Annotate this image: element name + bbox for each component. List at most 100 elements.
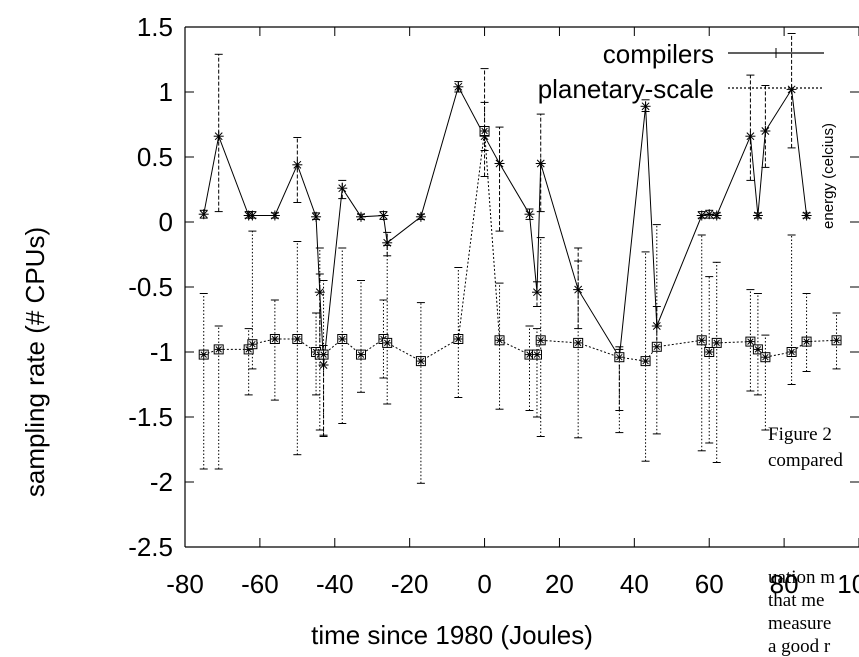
marker-stroke xyxy=(214,132,223,141)
marker-asterisk xyxy=(746,337,755,346)
marker-asterisk xyxy=(338,335,347,343)
marker-stroke xyxy=(802,211,811,220)
y-tick-label: -2.5 xyxy=(128,532,173,562)
plot-frame xyxy=(184,26,859,548)
marker-stroke xyxy=(200,351,207,358)
data-point xyxy=(494,158,505,169)
caption-line-1: Figure 2 xyxy=(768,424,832,445)
marker-stroke xyxy=(496,337,503,344)
x-tick-label: 80 xyxy=(770,569,799,599)
marker-asterisk xyxy=(383,338,392,347)
legend-label-compilers: compilers xyxy=(603,39,714,69)
x-tick-label: -80 xyxy=(166,569,204,599)
x-axis: -80 -60 -40 -20 0 20 40 60 80 100 xyxy=(166,27,859,599)
data-point xyxy=(292,159,303,170)
marker-asterisk xyxy=(641,357,650,366)
series-layer xyxy=(198,33,842,484)
y-tick-label: 1.5 xyxy=(137,12,173,42)
data-point xyxy=(711,210,722,221)
marker-stroke xyxy=(215,346,222,353)
marker-stroke xyxy=(271,335,279,343)
marker-asterisk xyxy=(753,345,762,354)
series-line-compilers xyxy=(203,85,808,366)
marker-stroke xyxy=(642,357,649,365)
marker-asterisk xyxy=(199,350,208,359)
data-point xyxy=(531,349,542,360)
data-point xyxy=(415,356,426,367)
data-point xyxy=(292,334,303,344)
marker-stroke xyxy=(787,85,796,94)
data-point xyxy=(494,335,505,346)
marker-asterisk xyxy=(270,335,279,343)
marker-stroke xyxy=(747,338,754,345)
data-point xyxy=(355,211,366,222)
marker-asterisk xyxy=(574,338,583,347)
marker-asterisk xyxy=(356,350,365,359)
marker-stroke xyxy=(574,339,582,347)
marker-stroke xyxy=(294,335,301,343)
marker-asterisk xyxy=(248,340,257,349)
data-point xyxy=(651,341,662,352)
y-tick-label: 0.5 xyxy=(137,142,173,172)
data-point xyxy=(198,349,209,360)
marker-stroke xyxy=(616,353,623,361)
marker-stroke xyxy=(293,160,302,169)
marker-stroke xyxy=(712,211,721,220)
y-tick-label: 0 xyxy=(159,207,173,237)
data-point xyxy=(704,347,715,357)
marker-stroke xyxy=(713,339,720,347)
marker-stroke xyxy=(697,211,706,220)
y-axis: -2.5 -2 -1.5 -1 -0.5 0 0.5 1 1.5 xyxy=(128,12,859,562)
marker-asterisk xyxy=(697,336,706,345)
data-point xyxy=(752,344,763,355)
x-tick-label: -20 xyxy=(391,569,429,599)
marker-stroke xyxy=(526,351,533,358)
x-axis-label: time since 1980 (Joules) xyxy=(311,620,593,650)
y-tick-label: 1 xyxy=(159,77,173,107)
marker-stroke xyxy=(379,211,388,220)
data-point xyxy=(745,336,756,347)
x-tick-label: -60 xyxy=(241,569,279,599)
marker-asterisk xyxy=(787,348,796,356)
data-point xyxy=(640,101,651,112)
marker-stroke xyxy=(249,340,256,348)
marker-asterisk xyxy=(832,336,841,345)
x-tick-label: 100 xyxy=(837,569,859,599)
x-tick-label: 40 xyxy=(620,569,649,599)
marker-stroke xyxy=(495,159,504,168)
data-point xyxy=(337,183,348,194)
marker-stroke xyxy=(455,335,462,343)
data-point xyxy=(311,211,322,222)
marker-stroke xyxy=(762,353,769,361)
series-planetary-scale xyxy=(198,101,842,484)
marker-asterisk xyxy=(712,338,721,347)
marker-stroke xyxy=(339,335,346,343)
marker-stroke xyxy=(357,212,365,221)
series-compilers xyxy=(198,33,812,437)
marker-asterisk xyxy=(214,345,223,354)
marker-stroke xyxy=(803,338,810,345)
caption-line-6: a good r xyxy=(768,636,831,657)
x-tick-label: 20 xyxy=(545,569,574,599)
data-point xyxy=(651,321,662,331)
marker-stroke xyxy=(761,127,770,135)
x-tick-label: 0 xyxy=(477,569,491,599)
data-point xyxy=(479,126,490,136)
marker-stroke xyxy=(454,82,463,91)
marker-asterisk xyxy=(416,357,425,366)
caption-line-2: compared xyxy=(768,450,843,471)
data-point xyxy=(453,334,464,344)
marker-asterisk xyxy=(802,337,811,346)
data-point xyxy=(337,334,348,344)
data-point xyxy=(696,335,707,346)
marker-stroke xyxy=(417,357,425,365)
marker-stroke xyxy=(788,348,795,356)
marker-stroke xyxy=(416,212,425,221)
data-point xyxy=(524,209,535,220)
caption-line-5: measure xyxy=(768,613,832,634)
x-tick-label: 60 xyxy=(695,569,724,599)
marker-stroke xyxy=(833,337,840,344)
marker-stroke xyxy=(338,184,347,193)
data-point xyxy=(704,209,715,220)
caption-line-4: that me xyxy=(768,590,825,611)
